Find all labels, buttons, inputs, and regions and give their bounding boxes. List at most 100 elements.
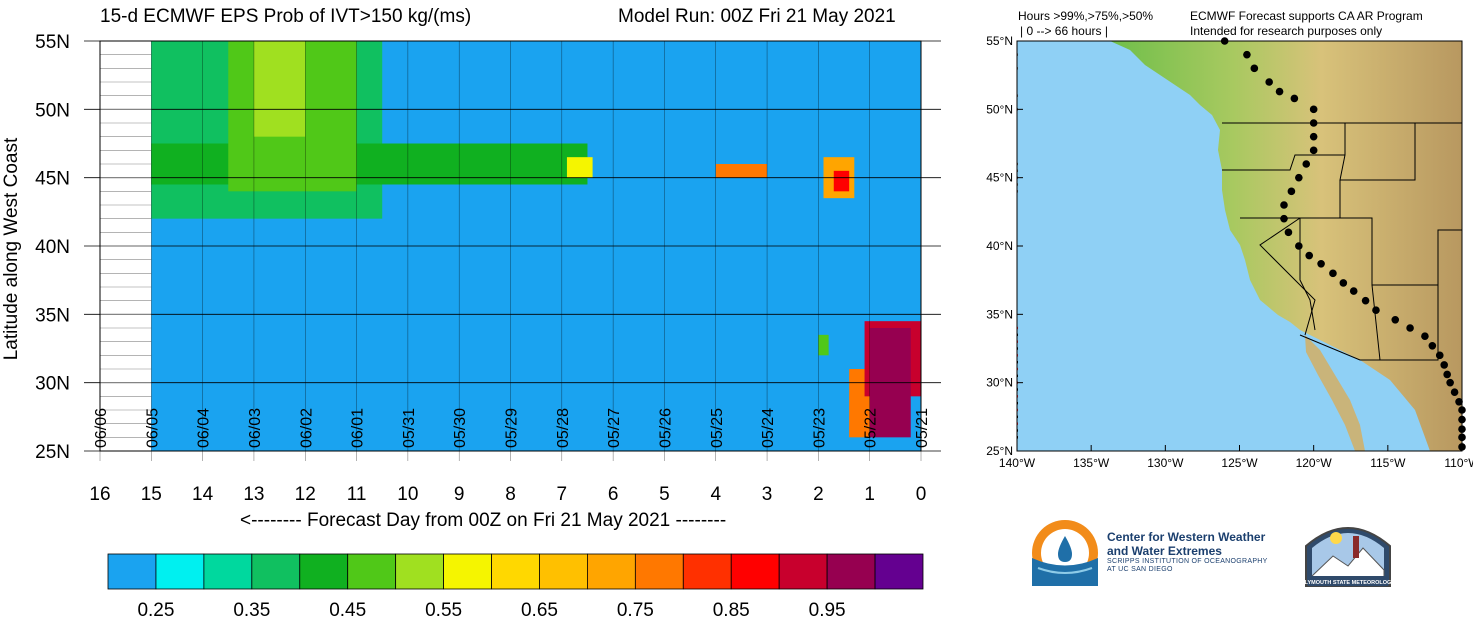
transect-dot (1349, 287, 1358, 295)
transect-dot (1250, 64, 1259, 73)
land-mass (1110, 41, 1462, 451)
colorbar-swatch (874, 553, 924, 590)
date-label: 05/26 (657, 408, 674, 448)
model-run-label: Model Run: 00Z Fri 21 May 2021 (618, 6, 896, 27)
transect-dot (1243, 50, 1251, 59)
transect-dot (1428, 341, 1437, 350)
x-tick-label: 5 (659, 484, 670, 505)
x-tick-label: 10 (397, 484, 418, 505)
date-label: 06/06 (93, 408, 110, 448)
y-tick-label: 30N (35, 374, 70, 395)
transect-dot (1284, 228, 1293, 237)
cw3e-sub-line1: SCRIPPS INSTITUTION OF OCEANOGRAPHY (1107, 558, 1268, 565)
transect-dot (1440, 361, 1448, 369)
map-lat-label: 45°N (986, 171, 1013, 185)
date-label: 05/21 (914, 408, 931, 448)
colorbar-label: 0.75 (617, 600, 654, 621)
transect-dot (1339, 279, 1348, 287)
colorbar-swatch (682, 553, 732, 590)
y-tick-label: 40N (35, 237, 70, 258)
colorbar-label: 0.55 (425, 600, 462, 621)
heatmap-region (715, 164, 768, 178)
x-tick-label: 0 (916, 484, 927, 505)
y-tick-label: 25N (35, 442, 70, 463)
cw3e-name-line1: Center for Western Weather (1107, 530, 1266, 544)
transect-dot (1443, 370, 1451, 379)
map-lon-label: 130°W (1147, 456, 1184, 470)
transect-dot (1329, 269, 1337, 278)
map-disclaimer-2: Intended for research purposes only (1190, 24, 1383, 38)
y-tick-label: 50N (35, 100, 70, 121)
transect-dot (1309, 146, 1318, 155)
x-tick-label: 16 (89, 484, 110, 505)
x-tick-label: 1 (864, 484, 875, 505)
plot-frame (99, 40, 922, 452)
date-label: 05/27 (606, 408, 623, 448)
map-axes: 25°N 30°N 35°N 40°N 45°N 50°N 55°N 140°W 135°W 13… (986, 34, 1473, 470)
transect-dot (1295, 173, 1303, 182)
transect-dot (1265, 78, 1273, 86)
date-labels: 05/21 05/22 05/23 05/24 05/25 05/26 05/27 05/28… (93, 408, 931, 448)
cw3e-text: Center for Western Weather and Water Ext… (1107, 530, 1268, 574)
transect-dot (1302, 160, 1311, 168)
date-label: 06/01 (350, 408, 367, 448)
map-lat-label: 40°N (986, 239, 1013, 253)
colorbar-swatch (251, 553, 301, 590)
colorbar-swatch (730, 553, 780, 590)
transect-dot (1455, 398, 1463, 406)
colorbar-swatch (395, 553, 444, 590)
colorbar-swatch (443, 553, 492, 590)
map-lon-label: 140°W (999, 456, 1036, 470)
transect-dot (1280, 201, 1288, 209)
y-tick-label: 35N (35, 305, 70, 326)
y-tick-label: 45N (35, 169, 70, 190)
transect-dot (1290, 94, 1299, 103)
map-lon-label: 120°W (1296, 456, 1333, 470)
map-lat-label: 55°N (986, 34, 1013, 48)
transect-dot (1421, 332, 1429, 341)
transect-dot (1317, 259, 1325, 268)
psu-logo-text: PLYMOUTH STATE METEOROLOGY (1301, 580, 1395, 586)
colorbar-swatch (299, 553, 349, 590)
colorbar-swatch (491, 553, 540, 590)
date-label: 06/05 (144, 408, 161, 448)
date-label: 05/24 (760, 408, 777, 448)
x-tick-label: 4 (710, 484, 721, 505)
transect-dot (1309, 132, 1318, 141)
x-tick-label: 15 (141, 484, 162, 505)
x-tick-label: 8 (505, 484, 516, 505)
map-lon-label: 135°W (1073, 456, 1110, 470)
colorbar-swatch (634, 553, 684, 590)
colorbar-label: 0.45 (329, 600, 366, 621)
map-legend-title: Hours >99%,>75%,>50% (1018, 9, 1154, 23)
transect-dot (1280, 214, 1288, 223)
cw3e-logo (1032, 520, 1098, 586)
plymouth-state-logo: PLYMOUTH STATE METEOROLOGY (1301, 527, 1395, 587)
heatmap-region (818, 334, 829, 356)
date-label: 05/29 (504, 408, 521, 448)
colorbar-label: 0.35 (233, 600, 270, 621)
baja-peninsula (1305, 335, 1365, 451)
transect-dot (1446, 378, 1454, 387)
hovmoller-chart: 05/21 05/22 05/23 05/24 05/25 05/26 05/27 05/28… (35, 32, 941, 505)
date-label: 05/23 (811, 408, 828, 448)
colorbar-swatch (107, 553, 157, 590)
x-tick-label: 14 (192, 484, 214, 505)
west-coast-map: 25°N 30°N 35°N 40°N 45°N 50°N 55°N 140°W 135°W 13… (986, 34, 1473, 470)
colorbar-swatch (347, 553, 397, 590)
x-axis-label: <-------- Forecast Day from 00Z on Fri 2… (240, 510, 727, 531)
heatmap-region (833, 170, 850, 192)
x-tick-label: 11 (347, 484, 367, 505)
x-tick-label: 9 (454, 484, 465, 505)
heatmap-region (566, 157, 593, 178)
colorbar-label: 0.85 (713, 600, 750, 621)
heatmap-region (253, 41, 306, 137)
cw3e-name-line2: and Water Extremes (1107, 544, 1222, 558)
colorbar-label: 0.95 (809, 600, 846, 621)
date-label: 06/02 (298, 408, 315, 448)
date-label: 06/04 (196, 408, 213, 448)
transect-dot (1361, 296, 1370, 305)
map-lon-label: 125°W (1221, 456, 1258, 470)
date-label: 05/31 (401, 408, 418, 448)
